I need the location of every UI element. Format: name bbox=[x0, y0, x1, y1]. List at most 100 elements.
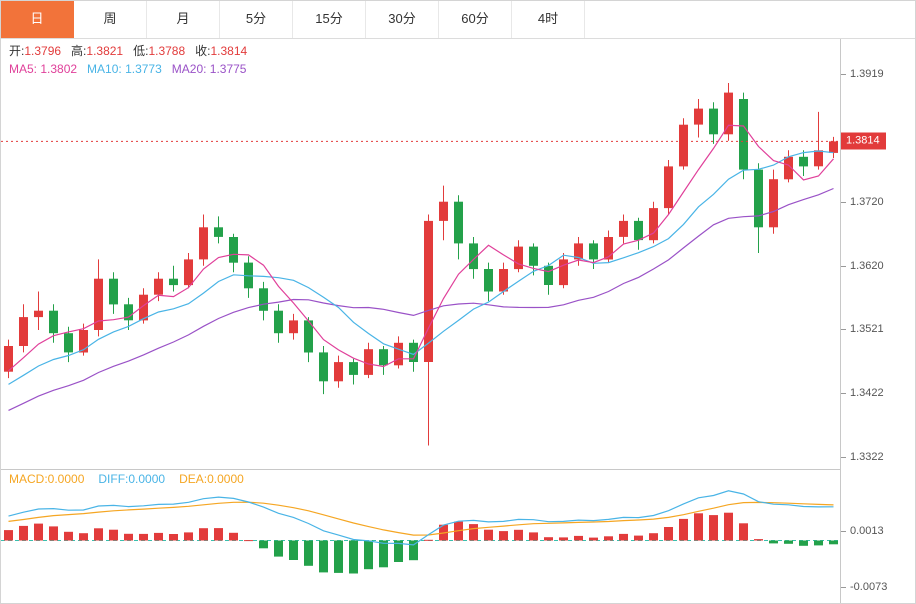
candle-body bbox=[559, 259, 568, 286]
price-axis-label: 1.3322 bbox=[841, 451, 884, 463]
tab-1-日[interactable]: 日 bbox=[1, 1, 74, 38]
macd-bar bbox=[64, 531, 73, 541]
macd-bar bbox=[829, 540, 838, 545]
diff-text: DIFF:0.0000 bbox=[98, 472, 166, 486]
axis-tick-mark bbox=[841, 392, 846, 394]
candle-body bbox=[679, 124, 688, 167]
macd-plot[interactable] bbox=[1, 470, 841, 604]
tab-4-5分[interactable]: 5分 bbox=[220, 1, 293, 38]
current-price-tag: 1.3814 bbox=[841, 132, 886, 150]
candle-body bbox=[424, 220, 433, 362]
ma10-text: MA10: 1.3773 bbox=[87, 62, 162, 76]
axis-tick-mark bbox=[841, 265, 846, 267]
candle-body bbox=[4, 346, 13, 372]
macd-bar bbox=[229, 532, 238, 541]
dea-line bbox=[8, 501, 834, 536]
macd-bar bbox=[94, 528, 103, 541]
macd-bar bbox=[379, 540, 388, 568]
macd-bar bbox=[109, 529, 118, 541]
candle-body bbox=[394, 342, 403, 366]
macd-panel[interactable]: MACD:0.0000 DIFF:0.0000 DEA:0.0000 bbox=[1, 469, 841, 604]
macd-bar bbox=[529, 532, 538, 541]
macd-bar bbox=[304, 540, 313, 566]
candle-body bbox=[829, 141, 838, 153]
candle-body bbox=[139, 294, 148, 321]
macd-bar bbox=[79, 533, 88, 541]
candle-body bbox=[349, 362, 358, 375]
candle-body bbox=[529, 246, 538, 266]
candle-body bbox=[124, 304, 133, 321]
candle-body bbox=[304, 320, 313, 353]
macd-bar bbox=[574, 535, 583, 541]
macd-bar bbox=[559, 537, 568, 541]
close-label: 收: bbox=[195, 44, 211, 58]
macd-bar bbox=[34, 523, 43, 541]
macd-bar bbox=[169, 534, 178, 541]
macd-bar bbox=[409, 540, 418, 561]
candle-body bbox=[259, 288, 268, 311]
ma5-line bbox=[8, 124, 834, 372]
macd-bar bbox=[499, 531, 508, 541]
ma10-line bbox=[8, 150, 834, 385]
axis-tick-mark bbox=[841, 586, 846, 588]
macd-bar bbox=[424, 539, 433, 541]
candle-body bbox=[379, 349, 388, 366]
candle-body bbox=[289, 320, 298, 334]
axis-tick-mark bbox=[841, 328, 846, 330]
macd-bar bbox=[544, 537, 553, 541]
macd-bar bbox=[319, 540, 328, 573]
macd-bar bbox=[709, 515, 718, 541]
tab-3-月[interactable]: 月 bbox=[147, 1, 220, 38]
candle-body bbox=[619, 220, 628, 237]
price-axis-label: 1.3521 bbox=[841, 323, 884, 335]
chart-area: 开:1.3796 高:1.3821 低:1.3788 收:1.3814 MA5: 1.… bbox=[1, 39, 915, 604]
axis-tick-mark bbox=[841, 456, 846, 458]
candle-body bbox=[214, 227, 223, 237]
tab-8-4时[interactable]: 4时 bbox=[512, 1, 585, 38]
macd-bar bbox=[124, 533, 133, 541]
candle-body bbox=[169, 278, 178, 286]
diff-line bbox=[8, 490, 834, 546]
macd-bar bbox=[769, 540, 778, 544]
low-value: 1.3788 bbox=[148, 44, 186, 58]
macd-bar bbox=[724, 512, 733, 541]
macd-bar bbox=[244, 540, 253, 542]
macd-bar bbox=[274, 540, 283, 557]
candle-body bbox=[814, 150, 823, 167]
macd-bar bbox=[754, 539, 763, 541]
tab-7-60分[interactable]: 60分 bbox=[439, 1, 512, 38]
main-chart[interactable]: 开:1.3796 高:1.3821 低:1.3788 收:1.3814 MA5: 1.… bbox=[1, 39, 841, 469]
ma-row: MA5: 1.3802 MA10: 1.3773 MA20: 1.3775 bbox=[9, 60, 257, 78]
macd-bar bbox=[694, 513, 703, 541]
timeframe-tabbar: 日周月 5分 15分 30分 60分 4时 bbox=[1, 1, 915, 39]
candle-body bbox=[754, 169, 763, 228]
candle-body bbox=[439, 201, 448, 221]
close-value: 1.3814 bbox=[210, 44, 248, 58]
macd-bar bbox=[394, 540, 403, 562]
candle-body bbox=[469, 243, 478, 270]
tab-6-30分[interactable]: 30分 bbox=[366, 1, 439, 38]
macd-bar bbox=[799, 540, 808, 546]
candlestick-plot[interactable] bbox=[1, 39, 841, 469]
ma20-line bbox=[8, 187, 834, 411]
candle-body bbox=[694, 108, 703, 125]
candle-body bbox=[409, 342, 418, 362]
candle-body bbox=[514, 246, 523, 270]
macd-bar bbox=[739, 523, 748, 541]
macd-bar bbox=[619, 533, 628, 541]
ohlc-row: 开:1.3796 高:1.3821 低:1.3788 收:1.3814 bbox=[9, 42, 257, 60]
candle-body bbox=[574, 243, 583, 260]
macd-bar bbox=[19, 525, 28, 541]
candle-body bbox=[79, 330, 88, 353]
candle-body bbox=[49, 310, 58, 334]
tab-2-周[interactable]: 周 bbox=[74, 1, 147, 38]
macd-bar bbox=[664, 527, 673, 541]
macd-info-overlay: MACD:0.0000 DIFF:0.0000 DEA:0.0000 bbox=[9, 472, 258, 486]
price-axis-label: 1.3720 bbox=[841, 196, 884, 208]
tab-5-15分[interactable]: 15分 bbox=[293, 1, 366, 38]
macd-bar bbox=[814, 540, 823, 546]
candle-body bbox=[664, 166, 673, 209]
high-value: 1.3821 bbox=[86, 44, 124, 58]
macd-bar bbox=[484, 529, 493, 541]
